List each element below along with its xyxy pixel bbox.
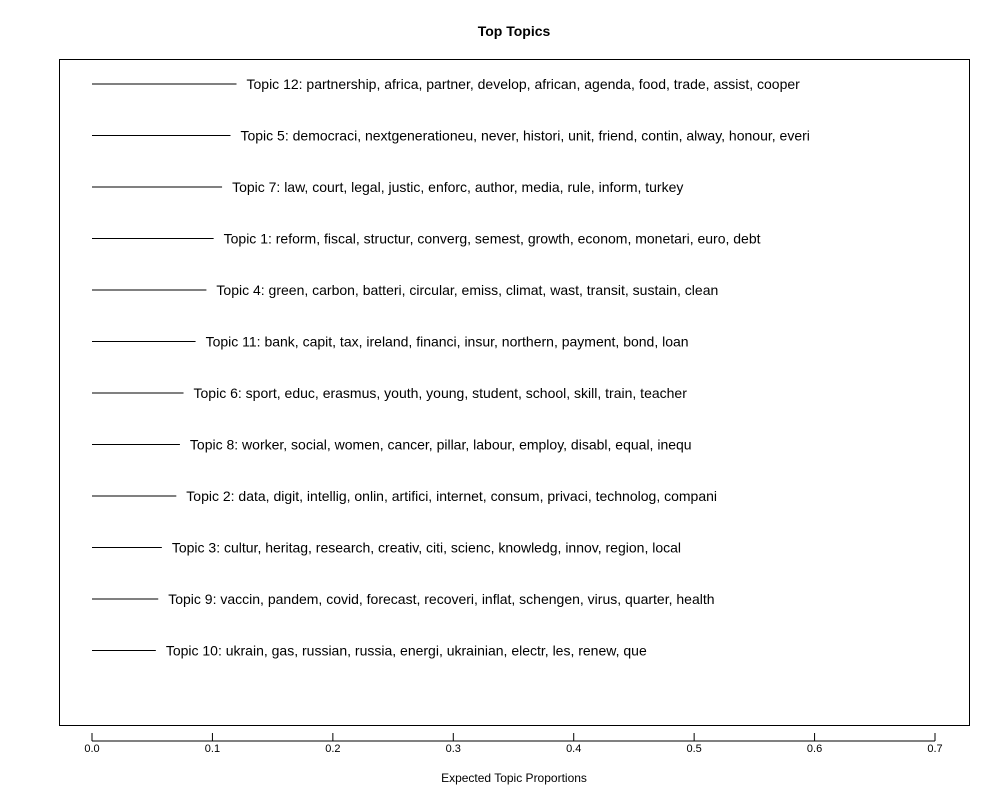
x-tick-label: 0.4 <box>566 743 581 755</box>
topic-label: Topic 9: vaccin, pandem, covid, forecast… <box>168 591 714 607</box>
x-tick-label: 0.6 <box>807 743 822 755</box>
topic-label: Topic 8: worker, social, women, cancer, … <box>190 437 692 453</box>
x-tick-label: 0.2 <box>325 743 340 755</box>
topic-label: Topic 4: green, carbon, batteri, circula… <box>216 282 718 298</box>
x-tick-label: 0.3 <box>446 743 461 755</box>
topic-label: Topic 2: data, digit, intellig, onlin, a… <box>186 488 717 504</box>
topic-label: Topic 10: ukrain, gas, russian, russia, … <box>166 643 647 659</box>
x-tick-label: 0.1 <box>205 743 220 755</box>
x-tick-label: 0.5 <box>686 743 701 755</box>
topic-label: Topic 11: bank, capit, tax, ireland, fin… <box>206 334 689 350</box>
topic-label: Topic 1: reform, fiscal, structur, conve… <box>224 231 761 247</box>
x-tick-label: 0.7 <box>927 743 942 755</box>
topic-label: Topic 6: sport, educ, erasmus, youth, yo… <box>194 385 688 401</box>
topic-label: Topic 7: law, court, legal, justic, enfo… <box>232 179 683 195</box>
x-axis-label: Expected Topic Proportions <box>441 771 587 785</box>
chart-title: Top Topics <box>478 23 551 39</box>
topic-label: Topic 5: democraci, nextgenerationeu, ne… <box>240 128 809 144</box>
plot-frame <box>59 59 970 726</box>
topic-lines-group: Topic 12: partnership, africa, partner, … <box>92 76 810 659</box>
x-axis: 0.0 0.1 0.2 0.3 0.4 0.5 0.6 0.7 <box>84 733 943 755</box>
x-tick-label: 0.0 <box>84 743 99 755</box>
topic-label: Topic 12: partnership, africa, partner, … <box>247 76 801 92</box>
topic-label: Topic 3: cultur, heritag, research, crea… <box>172 540 681 556</box>
